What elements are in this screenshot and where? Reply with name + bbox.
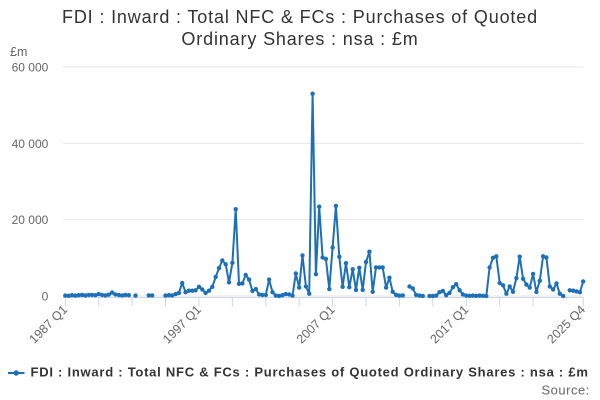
svg-text:20 000: 20 000 <box>12 213 49 227</box>
svg-text:60 000: 60 000 <box>12 61 49 75</box>
svg-text:1987 Q1: 1987 Q1 <box>27 302 71 346</box>
svg-text:2007 Q1: 2007 Q1 <box>294 302 338 346</box>
svg-text:1997 Q1: 1997 Q1 <box>160 302 204 346</box>
svg-text:£m: £m <box>10 45 27 59</box>
svg-text:2017 Q1: 2017 Q1 <box>428 302 472 346</box>
svg-text:Source:: Source: <box>541 383 589 398</box>
svg-text:2025 Q4: 2025 Q4 <box>544 302 588 346</box>
svg-text:0: 0 <box>42 290 49 304</box>
svg-text:FDI : Inward : Total NFC & FCs: FDI : Inward : Total NFC & FCs : Purchas… <box>31 365 589 380</box>
svg-text:40 000: 40 000 <box>12 137 49 151</box>
